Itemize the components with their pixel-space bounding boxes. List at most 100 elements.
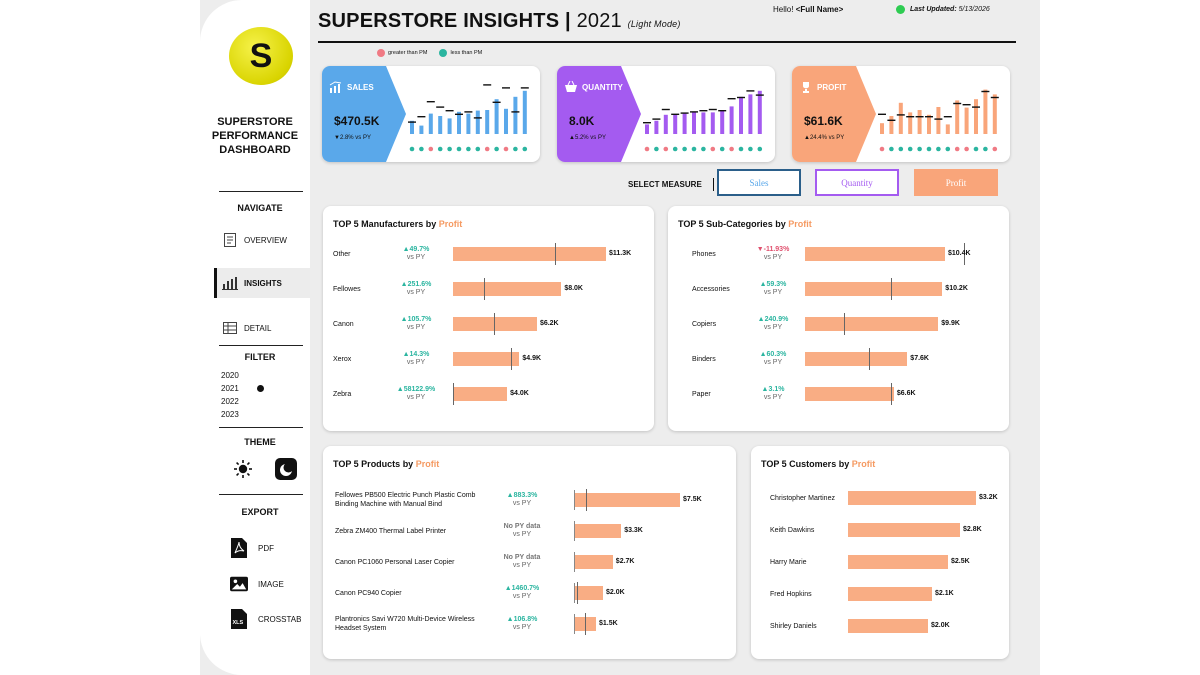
- spark-prior-mark: [755, 94, 764, 96]
- card-top-subcategories: TOP 5 Sub-Categories by Profit Phones ▼-1…: [668, 206, 1009, 431]
- change-value: ▲883.3%: [506, 492, 538, 499]
- value-bar[interactable]: [805, 317, 939, 331]
- value-bar[interactable]: [453, 352, 520, 366]
- value-bar[interactable]: [575, 555, 613, 569]
- kpi-card-profit[interactable]: PROFIT $61.6K ▲24.4% vs PY: [792, 66, 1010, 162]
- bar-value-label: $10.4K: [948, 250, 971, 257]
- nav-label: DETAIL: [244, 323, 272, 333]
- row-change: No PY data vs PY: [487, 523, 557, 539]
- spark-bar: [673, 114, 678, 134]
- spark-bar: [701, 112, 706, 134]
- spark-prior-mark: [887, 119, 896, 121]
- sun-icon[interactable]: [232, 458, 254, 480]
- nav-label: OVERVIEW: [244, 235, 287, 245]
- spark-bar: [438, 116, 443, 134]
- row-label: Accessories: [692, 286, 730, 293]
- value-bar[interactable]: [848, 523, 960, 537]
- svg-text:XLS: XLS: [233, 620, 244, 626]
- spark-dot: [644, 146, 650, 152]
- value-bar[interactable]: [575, 586, 603, 600]
- spark-bar: [739, 96, 743, 134]
- spark-prior-mark: [699, 110, 708, 112]
- measure-button-quantity[interactable]: Quantity: [815, 169, 899, 196]
- value-bar[interactable]: [848, 619, 928, 633]
- row-change: ▲49.7% vs PY: [381, 246, 451, 262]
- bar-value-label: $6.2K: [539, 320, 559, 327]
- bar-axis: [574, 521, 575, 541]
- card-title: TOP 5 Manufacturers by Profit: [333, 219, 462, 229]
- change-value: ▲58122.9%: [396, 386, 436, 393]
- prior-year-marker: [585, 613, 587, 635]
- spark-prior-mark: [671, 113, 680, 115]
- value-bar[interactable]: [848, 491, 976, 505]
- value-bar[interactable]: [453, 317, 537, 331]
- row-label: Binders: [692, 356, 716, 363]
- change-value: ▲49.7%: [402, 246, 430, 253]
- change-suffix: vs PY: [763, 394, 783, 401]
- year-option-2021[interactable]: 2021: [221, 384, 239, 393]
- year-option-2022[interactable]: 2022: [221, 397, 239, 406]
- export-label: PDF: [258, 543, 274, 553]
- spark-prior-mark: [464, 111, 473, 113]
- bar-value-label: $3.3K: [624, 527, 643, 534]
- row-change: ▲59.3% vs PY: [738, 281, 808, 297]
- row-label: Fred Hopkins: [770, 591, 812, 598]
- bar-value-label: $4.9K: [522, 355, 542, 362]
- measure-button-profit[interactable]: Profit: [914, 169, 998, 196]
- spark-prior-mark: [746, 90, 755, 92]
- year-option-2023[interactable]: 2023: [221, 410, 239, 419]
- kpi-card-quantity[interactable]: QUANTITY 8.0K ▲5.2% vs PY: [557, 66, 775, 162]
- spark-prior-mark: [502, 87, 510, 89]
- value-bar[interactable]: [805, 247, 945, 261]
- row-label: Phones: [692, 251, 716, 258]
- spark-bar: [513, 96, 518, 134]
- measure-button-sales[interactable]: Sales: [717, 169, 801, 196]
- value-bar[interactable]: [575, 524, 622, 538]
- export-image-button[interactable]: IMAGE: [230, 573, 284, 595]
- spark-prior-mark: [483, 84, 492, 86]
- spark-bar: [654, 120, 659, 134]
- trophy-icon: [803, 82, 809, 93]
- spark-prior-mark: [436, 106, 445, 108]
- updated-date: 5/13/2026: [958, 6, 990, 13]
- nav-item-overview[interactable]: OVERVIEW: [214, 225, 310, 255]
- nav-item-detail[interactable]: DETAIL: [214, 313, 310, 343]
- spark-prior-mark: [680, 112, 689, 114]
- change-suffix: vs PY: [406, 289, 426, 296]
- spark-prior-mark: [511, 111, 520, 113]
- card-top-manufacturers: TOP 5 Manufacturers by Profit Other ▲49.7…: [323, 206, 654, 431]
- row-label: Other: [333, 251, 351, 258]
- spark-bar: [466, 113, 471, 134]
- export-pdf-button[interactable]: PDF: [230, 537, 274, 559]
- spark-dot: [654, 146, 659, 152]
- spark-prior-mark: [915, 116, 924, 118]
- kpi-value: $61.6K: [804, 114, 843, 128]
- change-suffix: vs PY: [763, 289, 783, 296]
- spark-bar: [410, 120, 414, 134]
- spark-bar: [992, 94, 997, 134]
- value-bar[interactable]: [575, 493, 680, 507]
- value-bar[interactable]: [453, 247, 606, 261]
- row-change: ▲58122.9% vs PY: [381, 386, 451, 402]
- kpi-card-sales[interactable]: SALES $470.5K ▼2.8% vs PY: [322, 66, 540, 162]
- value-bar[interactable]: [453, 387, 508, 401]
- kpi-sparkbars: [643, 90, 764, 152]
- nav-item-insights[interactable]: INSIGHTS: [214, 268, 310, 298]
- value-bar[interactable]: [805, 282, 943, 296]
- value-bar[interactable]: [453, 282, 562, 296]
- card-title-measure: Profit: [788, 219, 812, 229]
- image-icon: [230, 574, 248, 594]
- spark-prior-mark: [953, 102, 962, 105]
- value-bar[interactable]: [848, 555, 948, 569]
- spark-dot: [936, 146, 941, 152]
- card-title: TOP 5 Customers by Profit: [761, 459, 875, 469]
- spark-dot: [964, 146, 969, 152]
- spark-bar: [682, 113, 687, 134]
- moon-icon[interactable]: [275, 458, 297, 480]
- value-bar[interactable]: [805, 387, 894, 401]
- export-crosstab-button[interactable]: XLS CROSSTAB: [230, 608, 301, 630]
- year-option-2020[interactable]: 2020: [221, 371, 239, 380]
- row-change: No PY data vs PY: [487, 554, 557, 570]
- value-bar[interactable]: [805, 352, 908, 366]
- value-bar[interactable]: [848, 587, 932, 601]
